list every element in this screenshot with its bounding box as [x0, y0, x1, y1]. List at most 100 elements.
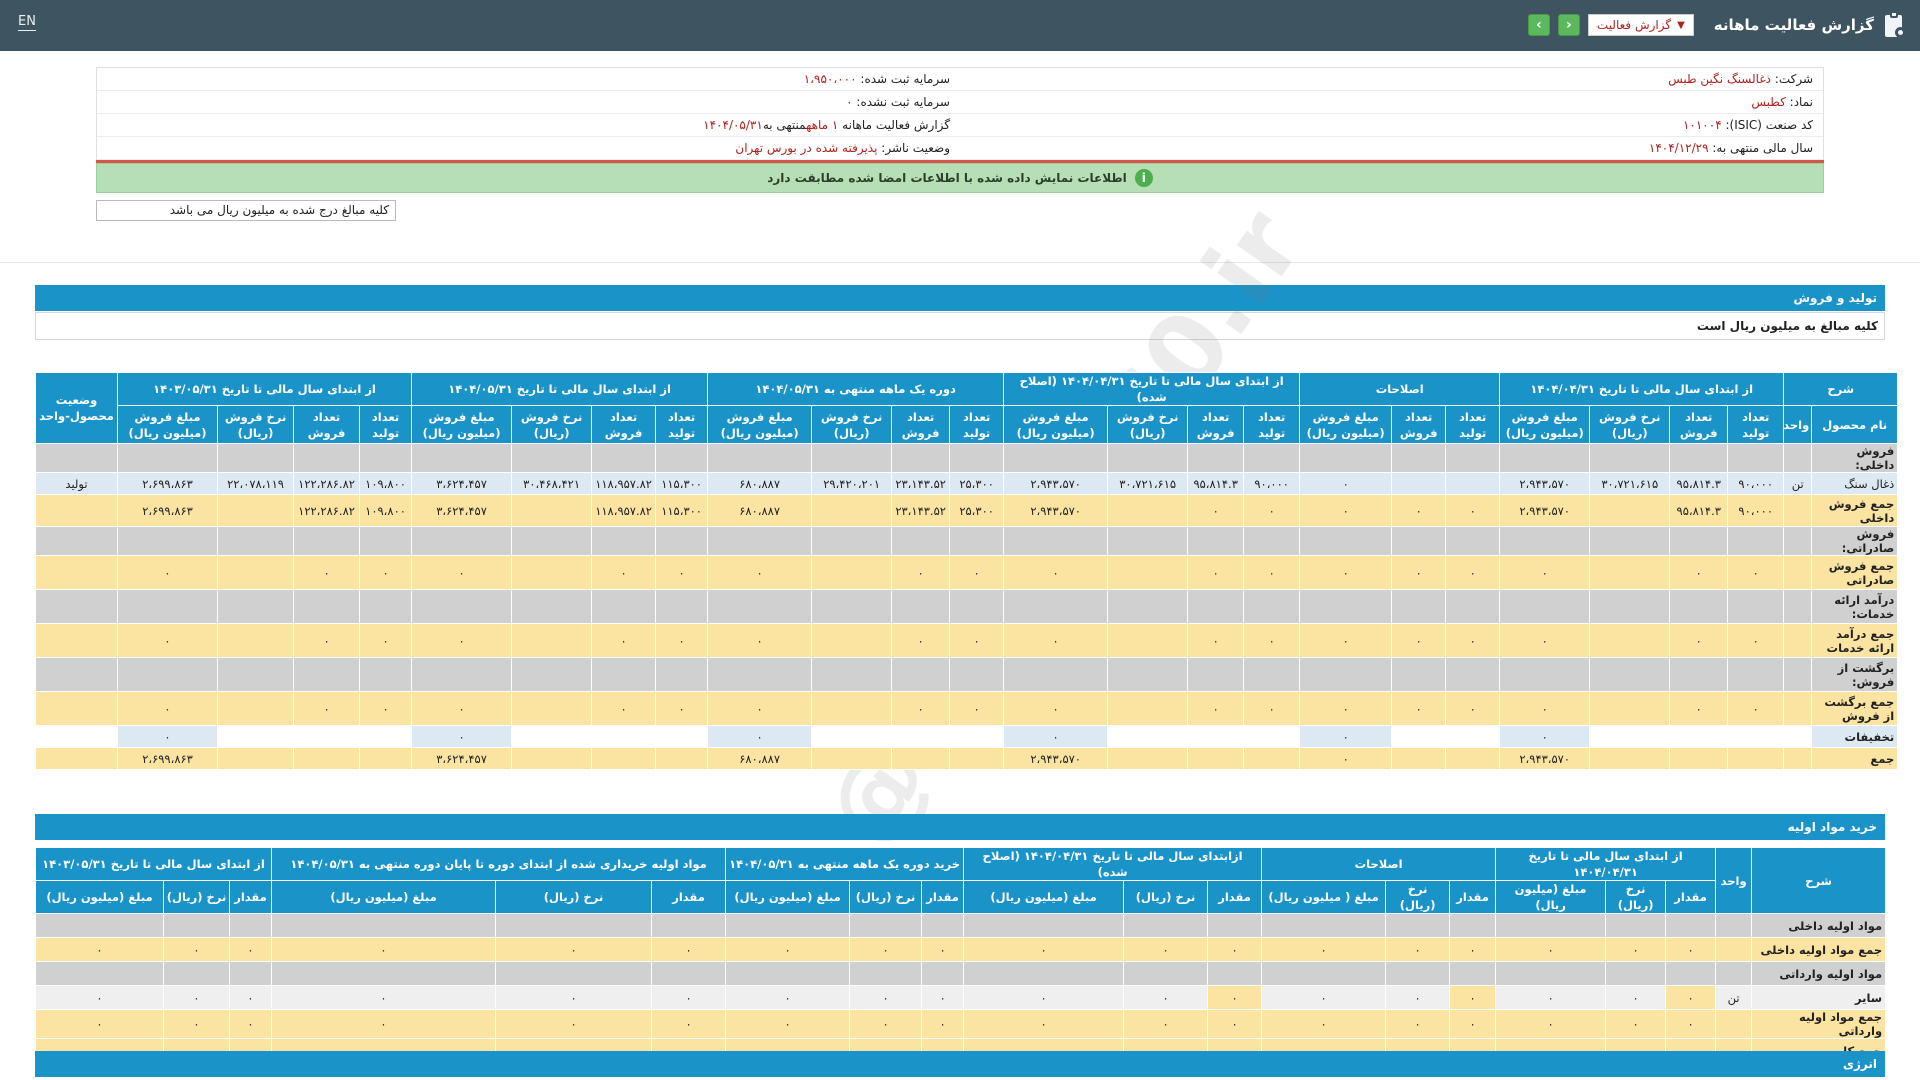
table-cell	[655, 443, 709, 473]
table-cell: ۰	[1445, 494, 1501, 527]
table-cell	[891, 443, 951, 473]
table-cell	[34, 913, 165, 938]
table-cell	[1391, 589, 1447, 624]
table-cell	[707, 443, 813, 473]
table-cell	[1727, 657, 1785, 692]
table-cell	[1187, 657, 1245, 692]
column-header: مبلغ (میلیون ریال)	[725, 880, 851, 914]
table-cell: ۰	[1727, 555, 1785, 590]
table-cell	[511, 623, 593, 658]
table-cell	[1107, 657, 1189, 692]
table-cell	[217, 691, 295, 726]
materials-section-header[interactable]: خرید مواد اولیه	[35, 814, 1885, 840]
table-cell: ۰	[1299, 623, 1393, 658]
language-toggle[interactable]: EN	[18, 14, 36, 31]
table-cell	[511, 725, 593, 748]
table-cell: ۰	[1669, 623, 1729, 658]
table-cell: ۰	[1243, 555, 1301, 590]
table-cell	[116, 443, 219, 473]
table-cell: ۰	[1123, 937, 1209, 962]
table-cell: ۰	[655, 623, 709, 658]
company-label: شرکت:	[1774, 72, 1813, 86]
table-cell: ۰	[1003, 623, 1109, 658]
table-cell: ۹۰،۰۰۰	[1243, 472, 1301, 495]
table-group-header: اصلاحات	[1299, 372, 1501, 406]
next-report-button[interactable]: ›	[1557, 14, 1580, 36]
table-cell: ۰	[1499, 691, 1591, 726]
table-cell	[1107, 526, 1189, 556]
table-cell: ۰	[34, 937, 165, 962]
table-cell: ۳۰،۷۲۱،۶۱۵	[1107, 472, 1189, 495]
table-group-header: اصلاحات	[1261, 847, 1497, 881]
table-cell	[707, 589, 813, 624]
table-cell: ۰	[495, 985, 653, 1010]
table-row: برگشت از فروش:	[35, 657, 1899, 692]
table-cell	[1499, 526, 1591, 556]
table-cell	[217, 494, 295, 527]
table-cell: ۰	[1445, 691, 1501, 726]
table-cell	[511, 555, 593, 590]
table-cell	[35, 725, 118, 748]
row-label: مواد اولیه وارداتی	[1751, 961, 1887, 986]
table-cell	[949, 443, 1005, 473]
table-cell: ۲،۹۴۳،۵۷۰	[1003, 747, 1109, 770]
table-cell	[359, 657, 413, 692]
table-cell	[707, 526, 813, 556]
table-cell: ۰	[1605, 1009, 1667, 1039]
table-cell	[1715, 937, 1753, 962]
column-header: نرخ (ریال)	[849, 880, 923, 914]
table-cell: ۰	[116, 555, 219, 590]
table-cell: ۲،۹۴۳،۵۷۰	[1499, 494, 1591, 527]
table-cell	[1783, 657, 1813, 692]
table-cell: ۰	[1449, 1009, 1497, 1039]
table-cell: ۰	[1385, 1009, 1451, 1039]
table-cell: ۱۱۵،۳۰۰	[655, 472, 709, 495]
table-cell	[35, 443, 118, 473]
table-cell: ۰	[1665, 1009, 1717, 1039]
top-bar: EN گزارش فعالیت ماهانه گزارش فعالیت ▼ › …	[0, 0, 1920, 51]
production-section-header[interactable]: تولید و فروش	[35, 285, 1885, 311]
publisher-status-value: پذیرفته شده در بورس تهران	[735, 141, 878, 155]
table-cell	[1783, 555, 1813, 590]
table-cell: ۰	[591, 691, 657, 726]
column-header: نرخ فروش (ریال)	[811, 405, 893, 444]
table-cell	[217, 657, 295, 692]
table-cell: ۲،۹۴۳،۵۷۰	[1003, 472, 1109, 495]
table-cell: ۰	[725, 937, 851, 962]
energy-section-header[interactable]: انرژی	[35, 1051, 1885, 1077]
table-cell: ۱۱۸،۹۵۷.۸۲	[591, 494, 657, 527]
table-cell: ۲،۶۹۹،۸۶۳	[116, 747, 219, 770]
page-title: گزارش فعالیت ماهانه	[1713, 16, 1874, 34]
table-cell: ۰	[891, 623, 951, 658]
report-type-select[interactable]: گزارش فعالیت ▼	[1587, 14, 1694, 36]
table-cell	[1003, 526, 1109, 556]
column-header: مقدار	[1449, 880, 1497, 914]
table-row: جمع درآمد ارائه خدمات ۰ ۰ ۰ ۰ ۰ ۰ ۰ ۰ ۰ ۰ ۰ ۰ ۰ ۰ ۰ ۰ ۰ ۰	[35, 623, 1899, 658]
table-cell	[1727, 747, 1785, 770]
header-title-group: گزارش فعالیت ماهانه گزارش فعالیت ▼ › ‹	[1527, 10, 1906, 40]
table-cell	[359, 747, 413, 770]
row-label: جمع مواد اولیه وارداتی	[1751, 1009, 1887, 1039]
table-cell	[651, 961, 727, 986]
table-cell	[217, 623, 295, 658]
table-cell	[1589, 555, 1671, 590]
table-cell: ۱۰۹،۸۰۰	[359, 494, 413, 527]
table-cell: ۰	[1207, 985, 1263, 1010]
table-cell	[891, 747, 951, 770]
table-group-header: از ابتدای سال مالی تا تاریخ ۱۴۰۴/۰۵/۳۱	[411, 372, 709, 406]
table-cell	[1123, 961, 1209, 986]
column-header: نرخ (ریال)	[1605, 880, 1667, 914]
column-header: مقدار	[229, 880, 273, 914]
table-cell: ۰	[1499, 623, 1591, 658]
table-row: ذغال سنگ تن ۹۰،۰۰۰ ۹۵،۸۱۴.۳ ۳۰،۷۲۱،۶۱۵ ۲،۹۴۳،…	[35, 472, 1899, 495]
table-row: فروش صادراتی:	[35, 526, 1899, 556]
table-cell: ۲۹،۴۲۰،۲۰۱	[811, 472, 893, 495]
table-cell: ۰	[1261, 985, 1387, 1010]
previous-report-button[interactable]: ‹	[1527, 14, 1550, 36]
table-cell	[217, 589, 295, 624]
column-header: نام محصول	[1811, 405, 1899, 444]
table-cell	[116, 657, 219, 692]
table-cell	[1299, 657, 1393, 692]
table-cell: ۰	[891, 691, 951, 726]
table-cell: ۰	[849, 985, 923, 1010]
